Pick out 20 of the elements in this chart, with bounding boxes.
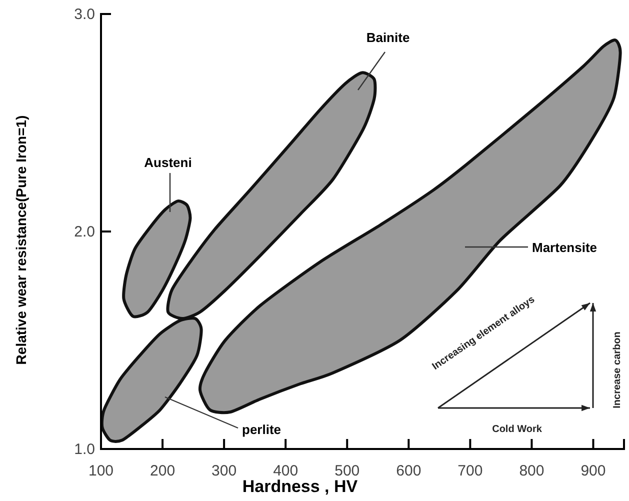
x-tick-label: 700: [458, 462, 483, 480]
annotation: Increase carbon: [612, 332, 623, 408]
x-tick-label: 900: [580, 462, 606, 480]
text: perlite: [242, 422, 282, 437]
annotation: Cold Work: [492, 424, 542, 435]
x-tick-label: 300: [212, 462, 237, 480]
y-tick-label: 3.0: [74, 6, 95, 23]
text: Austeni: [144, 155, 192, 170]
y-tick-label: 2.0: [74, 223, 95, 240]
x-tick-label: 100: [88, 462, 114, 480]
x-axis-title: Hardness , HV: [242, 477, 358, 496]
x-tick-label: 500: [334, 462, 360, 480]
x-tick-label: 400: [273, 462, 298, 480]
series-label: Martensite: [532, 240, 598, 255]
x-tick-label: 800: [519, 462, 544, 480]
text: Bainite: [366, 30, 410, 45]
y-axis-title: Relative wear resistance(Pure Iron=1): [13, 115, 29, 365]
x-tick-label: 600: [396, 462, 422, 480]
y-tick-label: 1.0: [74, 440, 95, 458]
x-tick-label: 200: [150, 462, 176, 480]
